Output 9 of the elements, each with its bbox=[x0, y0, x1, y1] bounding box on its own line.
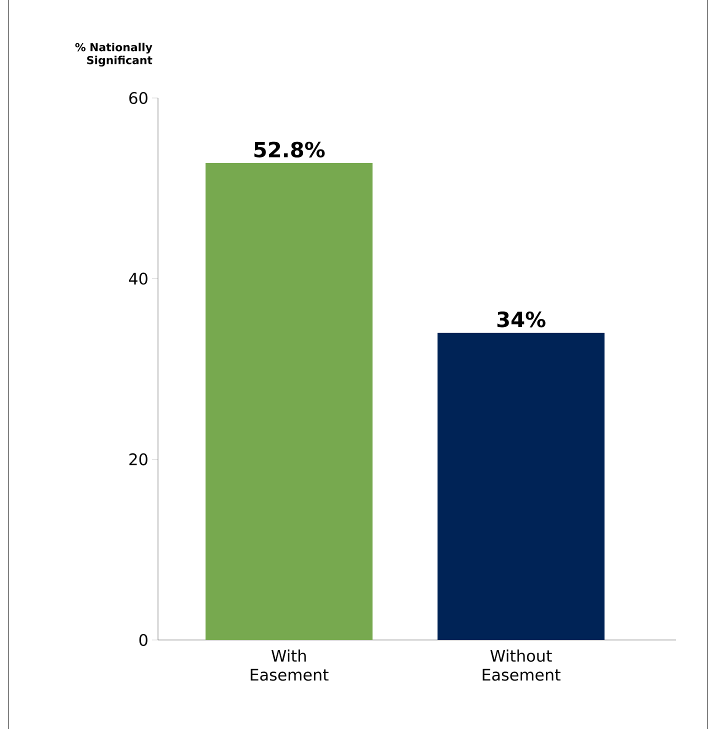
y-tick-label: 20 bbox=[129, 453, 148, 466]
data-label: 34% bbox=[497, 312, 546, 328]
y-tick-label: 60 bbox=[129, 92, 148, 104]
x-tick-label: Without Easement bbox=[482, 650, 560, 681]
y-tick-label: 0 bbox=[139, 634, 148, 646]
x-tick-label: With Easement bbox=[250, 650, 329, 681]
y-tick-label: 40 bbox=[128, 272, 148, 285]
data-label: 52.8% bbox=[254, 142, 325, 158]
y-axis-title: % Nationally Significant bbox=[75, 42, 152, 66]
